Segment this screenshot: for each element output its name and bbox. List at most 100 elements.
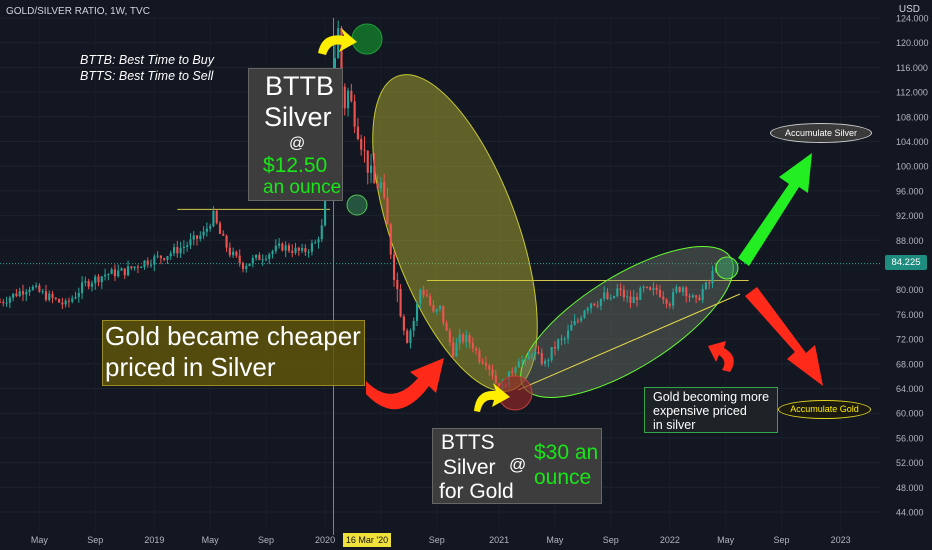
candle-body — [212, 210, 215, 227]
x-tick-label: Sep — [773, 535, 789, 545]
candle-body — [645, 286, 648, 288]
candle-body — [681, 287, 685, 292]
candle-body — [589, 303, 593, 309]
candle-body — [695, 295, 698, 298]
candle-body — [35, 285, 38, 287]
legend-note-bttb: BTTB: Best Time to Buy — [80, 53, 214, 67]
candle-body — [369, 165, 373, 173]
top-circle — [351, 23, 383, 55]
x-tick-label: 2023 — [831, 535, 851, 545]
candle-body — [140, 267, 143, 269]
y-axis[interactable]: 124.000 120.000 116.000 112.000 108.000 104.0… — [896, 14, 929, 518]
bttb-price-unit: an ounce — [263, 177, 342, 198]
candle-body — [176, 247, 179, 254]
candle-body — [264, 258, 268, 260]
btts-asset: Silver — [443, 456, 496, 479]
x-tick-label: May — [31, 535, 49, 545]
candle-body — [685, 287, 688, 297]
legend-note-btts: BTTS: Best Time to Sell — [80, 69, 214, 83]
candle-body — [363, 149, 366, 151]
candle-body — [113, 269, 116, 277]
candle-body — [156, 255, 159, 257]
candle-body — [51, 293, 54, 298]
green-arrow-up — [738, 153, 812, 266]
red-arrow-down — [745, 287, 823, 386]
gold-cheaper-line1: Gold became cheaper — [105, 321, 361, 351]
btts-price-unit: ounce — [534, 466, 592, 489]
candle-body — [616, 288, 619, 297]
candle-body — [570, 324, 573, 331]
candle-body — [622, 289, 625, 298]
candle-body — [642, 286, 645, 289]
y-tick-label: 88.000 — [896, 236, 924, 246]
candle-body — [271, 251, 274, 255]
candle-body — [675, 287, 678, 292]
candle-body — [704, 282, 708, 289]
y-tick-label: 92.000 — [896, 211, 924, 221]
candle-body — [261, 259, 264, 261]
accumulate-gold-label: Accumulate Gold — [778, 400, 871, 419]
y-tick-label: 124.000 — [896, 14, 929, 24]
candle-body — [84, 281, 87, 283]
bttb-title: BTTB — [265, 71, 335, 101]
y-tick-label: 64.000 — [896, 384, 924, 394]
breakout-circle — [346, 194, 368, 216]
candle-body — [530, 355, 534, 357]
candle-body — [639, 288, 642, 300]
candle-body — [18, 291, 21, 297]
candle-body — [120, 268, 123, 271]
candle-body — [186, 245, 189, 247]
x-tick-label: 2020 — [315, 535, 335, 545]
candle-body — [94, 276, 97, 284]
y-tick-label: 60.000 — [896, 409, 924, 419]
candle-body — [389, 224, 392, 255]
candle-body — [524, 359, 527, 361]
candle-body — [553, 347, 556, 349]
candle-body — [665, 299, 668, 304]
candle-body — [172, 247, 176, 254]
x-tick-label: May — [717, 535, 735, 545]
gold-expensive-line2: expensive priced — [653, 404, 747, 418]
candle-body — [491, 369, 494, 376]
x-tick-label: May — [546, 535, 564, 545]
candle-body — [67, 300, 71, 302]
candle-body — [511, 371, 514, 373]
candle-body — [573, 320, 576, 325]
candle-body — [136, 266, 139, 268]
candle-body — [97, 276, 100, 283]
candle-body — [425, 295, 428, 297]
x-axis[interactable]: May Sep 2019 May Sep 2020 May Sep 2021 May Sep 2022… — [31, 535, 851, 545]
candle-body — [672, 291, 675, 306]
candle-body — [117, 270, 120, 277]
current-price-badge: 84.225 — [885, 255, 927, 270]
candle-body — [38, 285, 41, 292]
candle-body — [461, 334, 465, 342]
candle-body — [153, 256, 156, 265]
candle-body — [255, 254, 258, 258]
candle-body — [258, 254, 261, 261]
candle-body — [478, 350, 481, 362]
y-tick-label: 72.000 — [896, 335, 924, 345]
candle-body — [392, 254, 396, 280]
candle-body — [432, 305, 435, 312]
candle-body — [245, 265, 248, 270]
candle-body — [550, 347, 553, 361]
accumulate-silver-label: Accumulate Silver — [770, 123, 872, 143]
candle-body — [238, 255, 241, 263]
candle-body — [356, 126, 359, 139]
candle-body — [688, 296, 691, 298]
candle-body — [455, 343, 458, 357]
candle-body — [324, 192, 327, 226]
candle-body — [31, 286, 34, 290]
candle-body — [235, 251, 238, 256]
y-tick-label: 56.000 — [896, 433, 924, 443]
gold-cheaper-line2: priced in Silver — [105, 352, 276, 382]
candle-body — [366, 150, 369, 173]
y-tick-label: 100.000 — [896, 162, 929, 172]
candle-body — [90, 283, 94, 287]
candle-body — [557, 339, 560, 349]
candle-body — [209, 226, 212, 229]
candle-body — [494, 375, 497, 384]
